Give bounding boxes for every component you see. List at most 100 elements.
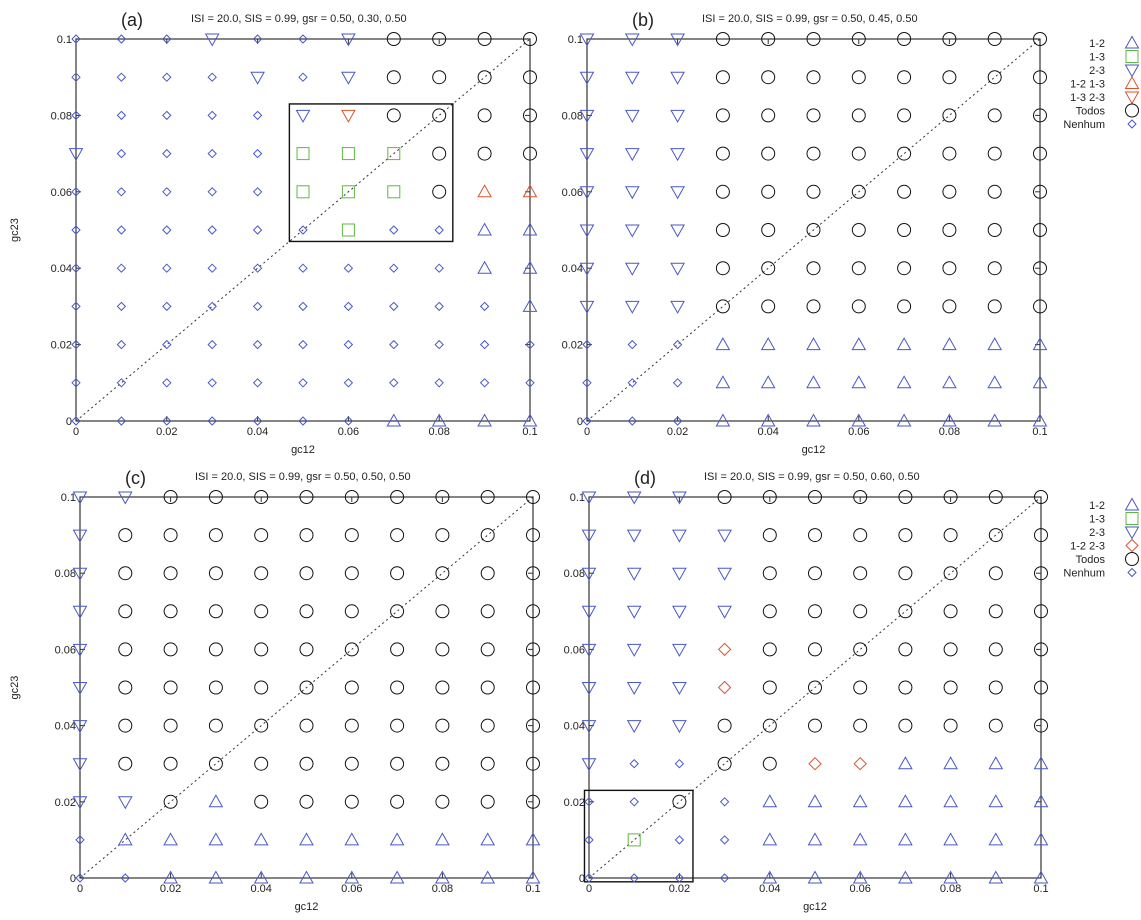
data-point [116,110,127,121]
data-point [808,490,822,504]
data-point [432,146,447,161]
data-point [852,832,868,846]
data-point [760,337,776,351]
data-point [897,108,912,123]
data-point [851,261,866,276]
x-tick-label: 0.02 [160,883,181,895]
legend-marker [1124,64,1140,78]
data-point [579,109,595,123]
data-point [942,146,957,161]
data-point [670,148,685,162]
data-point [208,718,223,733]
data-point [1034,680,1048,695]
data-point [853,604,868,619]
data-point [629,873,639,883]
data-point [389,301,399,312]
data-point [299,642,314,657]
data-point [717,605,732,619]
data-point [942,184,957,199]
legend-label: 1-2 2-3 [1070,541,1105,553]
data-point [163,718,178,733]
data-point [670,186,685,200]
data-point [162,72,172,82]
data-point [674,835,685,845]
data-point [579,224,595,238]
data-point [208,566,223,581]
data-point [942,70,957,85]
data-point [526,718,540,733]
data-point [480,566,495,581]
data-point [75,835,85,845]
x-tick-label: 0 [584,426,590,438]
data-point [480,604,495,619]
data-point [435,794,450,809]
data-point [942,108,957,123]
x-axis-label: gc12 [291,444,315,456]
data-point [896,413,912,427]
data-point [581,758,597,772]
y-tick-label: 0.02 [562,340,583,352]
data-point [254,490,269,504]
data-point [208,642,223,657]
data-point [897,70,912,85]
data-point [851,184,866,199]
y-tick-label: 0 [579,873,585,885]
data-point [207,263,217,273]
data-point [480,832,496,846]
legend-marker [1124,35,1140,49]
data-point [897,32,912,46]
legend-label: Nenhum [1063,568,1105,580]
legend-label: Todos [1076,554,1106,566]
data-point [72,758,88,772]
data-point [717,680,732,695]
highlight-box [288,103,454,243]
data-point [162,301,172,312]
data-point [523,146,537,161]
data-point [943,794,958,808]
y-tick-label: 0.04 [562,263,583,275]
data-point [808,756,822,771]
data-point [806,337,821,351]
y-tick-label: 0.08 [562,110,583,122]
data-point [208,604,223,619]
data-point [584,873,594,883]
data-point [851,299,866,314]
data-point [162,148,172,159]
data-point [343,378,354,388]
data-point [806,223,821,237]
data-point [386,70,401,85]
data-point [579,33,595,47]
data-point [1033,223,1047,237]
data-point [525,832,541,846]
data-point [435,490,450,504]
data-point [942,413,957,427]
data-point [762,756,777,771]
data-point [579,148,595,162]
data-point [298,72,308,82]
data-point [717,718,732,733]
data-point [942,261,957,276]
highlight-box [583,789,694,883]
y-tick-label: 0.06 [562,187,583,199]
data-point [344,718,359,733]
data-point [1034,566,1048,581]
data-point [851,146,866,161]
data-point [207,187,217,197]
data-point [670,71,685,85]
data-point [75,873,85,883]
x-tick-label: 0.1 [1033,883,1048,895]
data-point [344,794,359,809]
data-point [581,605,597,619]
data-point [717,756,732,771]
data-point [581,682,597,696]
data-point [68,148,84,162]
data-point [298,225,308,235]
x-tick-label: 0.06 [338,426,359,438]
data-point [626,605,642,619]
data-point [807,832,823,846]
data-point [988,642,1003,657]
data-point [1033,756,1049,770]
y-tick-label: 0.1 [57,34,72,46]
data-point [390,642,405,657]
legend-label: 1-3 [1089,52,1105,64]
